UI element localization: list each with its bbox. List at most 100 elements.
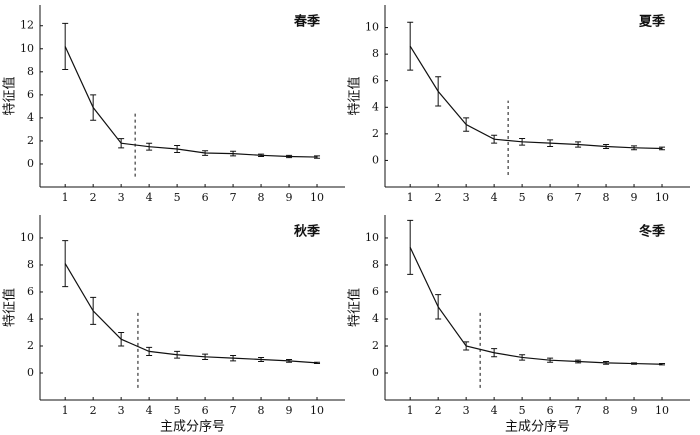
x-tick-label: 5: [174, 404, 181, 417]
x-tick-label: 1: [407, 404, 414, 417]
error-bar: [62, 240, 69, 288]
error-bar: [603, 361, 610, 365]
y-tick-label: 4: [27, 111, 34, 124]
x-tick-label: 10: [655, 404, 669, 417]
x-tick-label: 9: [286, 404, 293, 417]
x-tick-label: 6: [202, 191, 209, 204]
error-bar: [547, 139, 554, 147]
y-axis-label: 特征值: [347, 288, 363, 327]
x-tick-label: 3: [118, 404, 125, 417]
error-bar: [90, 94, 97, 121]
error-bar: [230, 354, 237, 362]
error-bar: [575, 359, 582, 364]
error-bar: [659, 363, 666, 366]
x-tick-label: 6: [547, 404, 554, 417]
error-bar: [519, 354, 526, 361]
x-tick-label: 8: [258, 191, 265, 204]
y-tick-label: 6: [372, 285, 379, 298]
error-bar: [286, 154, 293, 159]
x-tick-label: 9: [631, 404, 638, 417]
y-tick-label: 0: [372, 153, 379, 166]
error-bar: [603, 143, 610, 149]
error-bar: [258, 153, 265, 157]
y-axis-label: 特征值: [2, 288, 18, 327]
x-tick-label: 10: [655, 191, 669, 204]
y-tick-label: 4: [27, 312, 34, 325]
series-line: [409, 45, 663, 150]
error-bar: [90, 296, 97, 325]
y-tick-label: 8: [372, 47, 379, 60]
x-tick-label: 10: [310, 404, 324, 417]
x-axis-label: 主成分序号: [160, 420, 225, 435]
error-bar: [118, 331, 125, 347]
x-tick-label: 5: [174, 191, 181, 204]
x-tick-label: 7: [230, 191, 237, 204]
y-tick-label: 6: [372, 74, 379, 87]
y-tick-label: 2: [27, 339, 34, 352]
y-tick-label: 2: [372, 127, 379, 140]
x-tick-label: 4: [491, 404, 498, 417]
y-tick-label: 8: [372, 258, 379, 271]
error-bar: [314, 155, 321, 159]
x-tick-label: 8: [603, 191, 610, 204]
y-tick-label: 12: [20, 19, 34, 32]
x-tick-label: 7: [230, 404, 237, 417]
x-tick-label: 2: [90, 191, 97, 204]
x-axis-label: 主成分序号: [505, 420, 570, 435]
x-tick-label: 4: [146, 191, 153, 204]
x-tick-label: 4: [491, 191, 498, 204]
error-bar: [174, 350, 181, 359]
panel-title: 秋季: [294, 224, 320, 240]
y-tick-label: 0: [27, 157, 34, 170]
y-tick-label: 10: [20, 42, 34, 55]
error-bar: [314, 361, 321, 365]
error-bar: [435, 76, 442, 107]
y-tick-label: 10: [20, 231, 34, 244]
panel-title: 冬季: [639, 224, 665, 240]
x-tick-label: 1: [62, 191, 69, 204]
x-tick-label: 6: [547, 191, 554, 204]
error-bar: [491, 348, 498, 358]
x-tick-label: 2: [435, 404, 442, 417]
x-tick-label: 5: [519, 404, 526, 417]
y-axis-label: 特征值: [347, 76, 363, 115]
error-bar: [258, 356, 265, 363]
y-tick-label: 10: [365, 21, 379, 34]
y-axis-label: 特征值: [2, 76, 18, 115]
x-tick-label: 3: [118, 191, 125, 204]
y-tick-label: 2: [372, 339, 379, 352]
y-tick-label: 0: [27, 366, 34, 379]
error-bar: [202, 150, 209, 156]
x-tick-label: 8: [258, 404, 265, 417]
series-line: [64, 263, 318, 364]
series-line: [409, 247, 663, 365]
error-bar: [575, 141, 582, 148]
x-tick-label: 10: [310, 191, 324, 204]
x-tick-label: 3: [463, 404, 470, 417]
x-tick-label: 1: [62, 404, 69, 417]
y-tick-label: 10: [365, 231, 379, 244]
y-tick-label: 6: [27, 88, 34, 101]
panel-title: 夏季: [638, 14, 665, 30]
panel-title: 春季: [293, 14, 320, 30]
y-tick-label: 4: [372, 312, 379, 325]
error-bar: [491, 134, 498, 144]
y-tick-label: 0: [372, 366, 379, 379]
error-bar: [631, 145, 638, 151]
x-tick-label: 6: [202, 404, 209, 417]
error-bar: [407, 21, 414, 71]
error-bar: [435, 294, 442, 320]
y-tick-label: 2: [27, 134, 34, 147]
error-bar: [407, 219, 414, 275]
error-bar: [547, 357, 554, 363]
error-bar: [286, 358, 293, 363]
error-bar: [230, 150, 237, 157]
error-bar: [146, 142, 153, 151]
error-bar: [659, 146, 666, 151]
y-tick-label: 4: [372, 100, 379, 113]
y-tick-label: 8: [27, 258, 34, 271]
error-bar: [631, 362, 638, 365]
x-tick-label: 8: [603, 404, 610, 417]
x-tick-label: 2: [435, 191, 442, 204]
